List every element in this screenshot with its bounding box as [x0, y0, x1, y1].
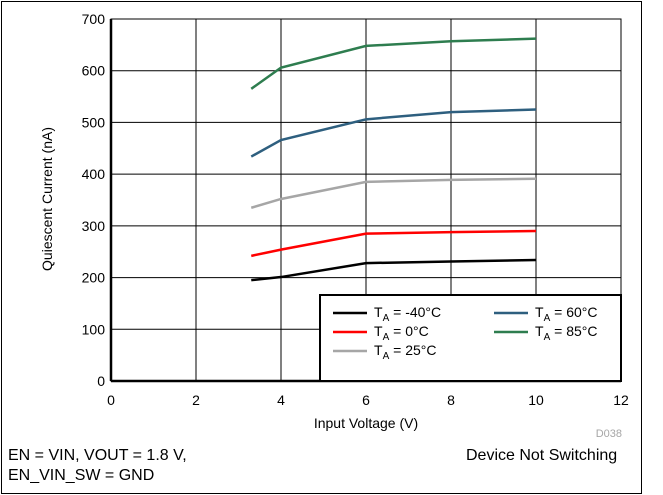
condition-line-2: EN_VIN_SW = GND [8, 467, 155, 484]
series-line-4 [250, 37, 537, 90]
switching-note: Device Not Switching [466, 447, 618, 464]
series-line-3 [250, 108, 537, 158]
y-tick-label-5: 500 [82, 114, 106, 130]
figure-code: D038 [596, 428, 622, 440]
legend-label-1: TA = 0°C [374, 323, 429, 343]
figure-frame [1, 1, 642, 494]
condition-note: EN = VIN, VOUT = 1.8 V, EN_VIN_SW = GND [8, 446, 187, 486]
y-tick-label-3: 300 [82, 218, 106, 234]
legend: TA = -40°CTA = 0°CTA = 25°C TA = 60°CTA =… [319, 294, 622, 382]
series-line-1 [250, 229, 537, 258]
legend-label-0: TA = -40°C [374, 304, 441, 324]
x-tick-label-1: 2 [192, 392, 200, 408]
legend-label-4: TA = 85°C [535, 323, 597, 343]
series-line-2 [250, 177, 537, 209]
x-tick-label-2: 4 [277, 392, 285, 408]
x-axis-label: Input Voltage (V) [314, 415, 418, 431]
x-tick-label-0: 0 [107, 392, 115, 408]
y-tick-label-0: 0 [97, 373, 105, 389]
series-lines [250, 37, 537, 282]
y-tick-label-1: 100 [82, 321, 106, 337]
x-tick-label-5: 10 [528, 392, 544, 408]
y-tick-label-7: 700 [82, 11, 106, 27]
tick-labels: 0 2 4 6 8 10 12 0 100 200 300 400 500 600 700 [82, 11, 629, 408]
x-tick-label-4: 8 [447, 392, 455, 408]
y-tick-label-4: 400 [82, 166, 106, 182]
x-tick-label-6: 12 [613, 392, 629, 408]
series-line-0 [251, 258, 537, 282]
legend-label-3: TA = 60°C [535, 304, 597, 324]
y-tick-label-6: 600 [82, 63, 106, 79]
condition-line-1: EN = VIN, VOUT = 1.8 V, [8, 447, 187, 464]
y-tick-label-2: 200 [82, 270, 106, 286]
y-axis-label: Quiescent Current (nA) [39, 127, 55, 271]
legend-label-2: TA = 25°C [374, 342, 436, 362]
legend-box [319, 294, 622, 382]
x-tick-label-3: 6 [362, 392, 370, 408]
